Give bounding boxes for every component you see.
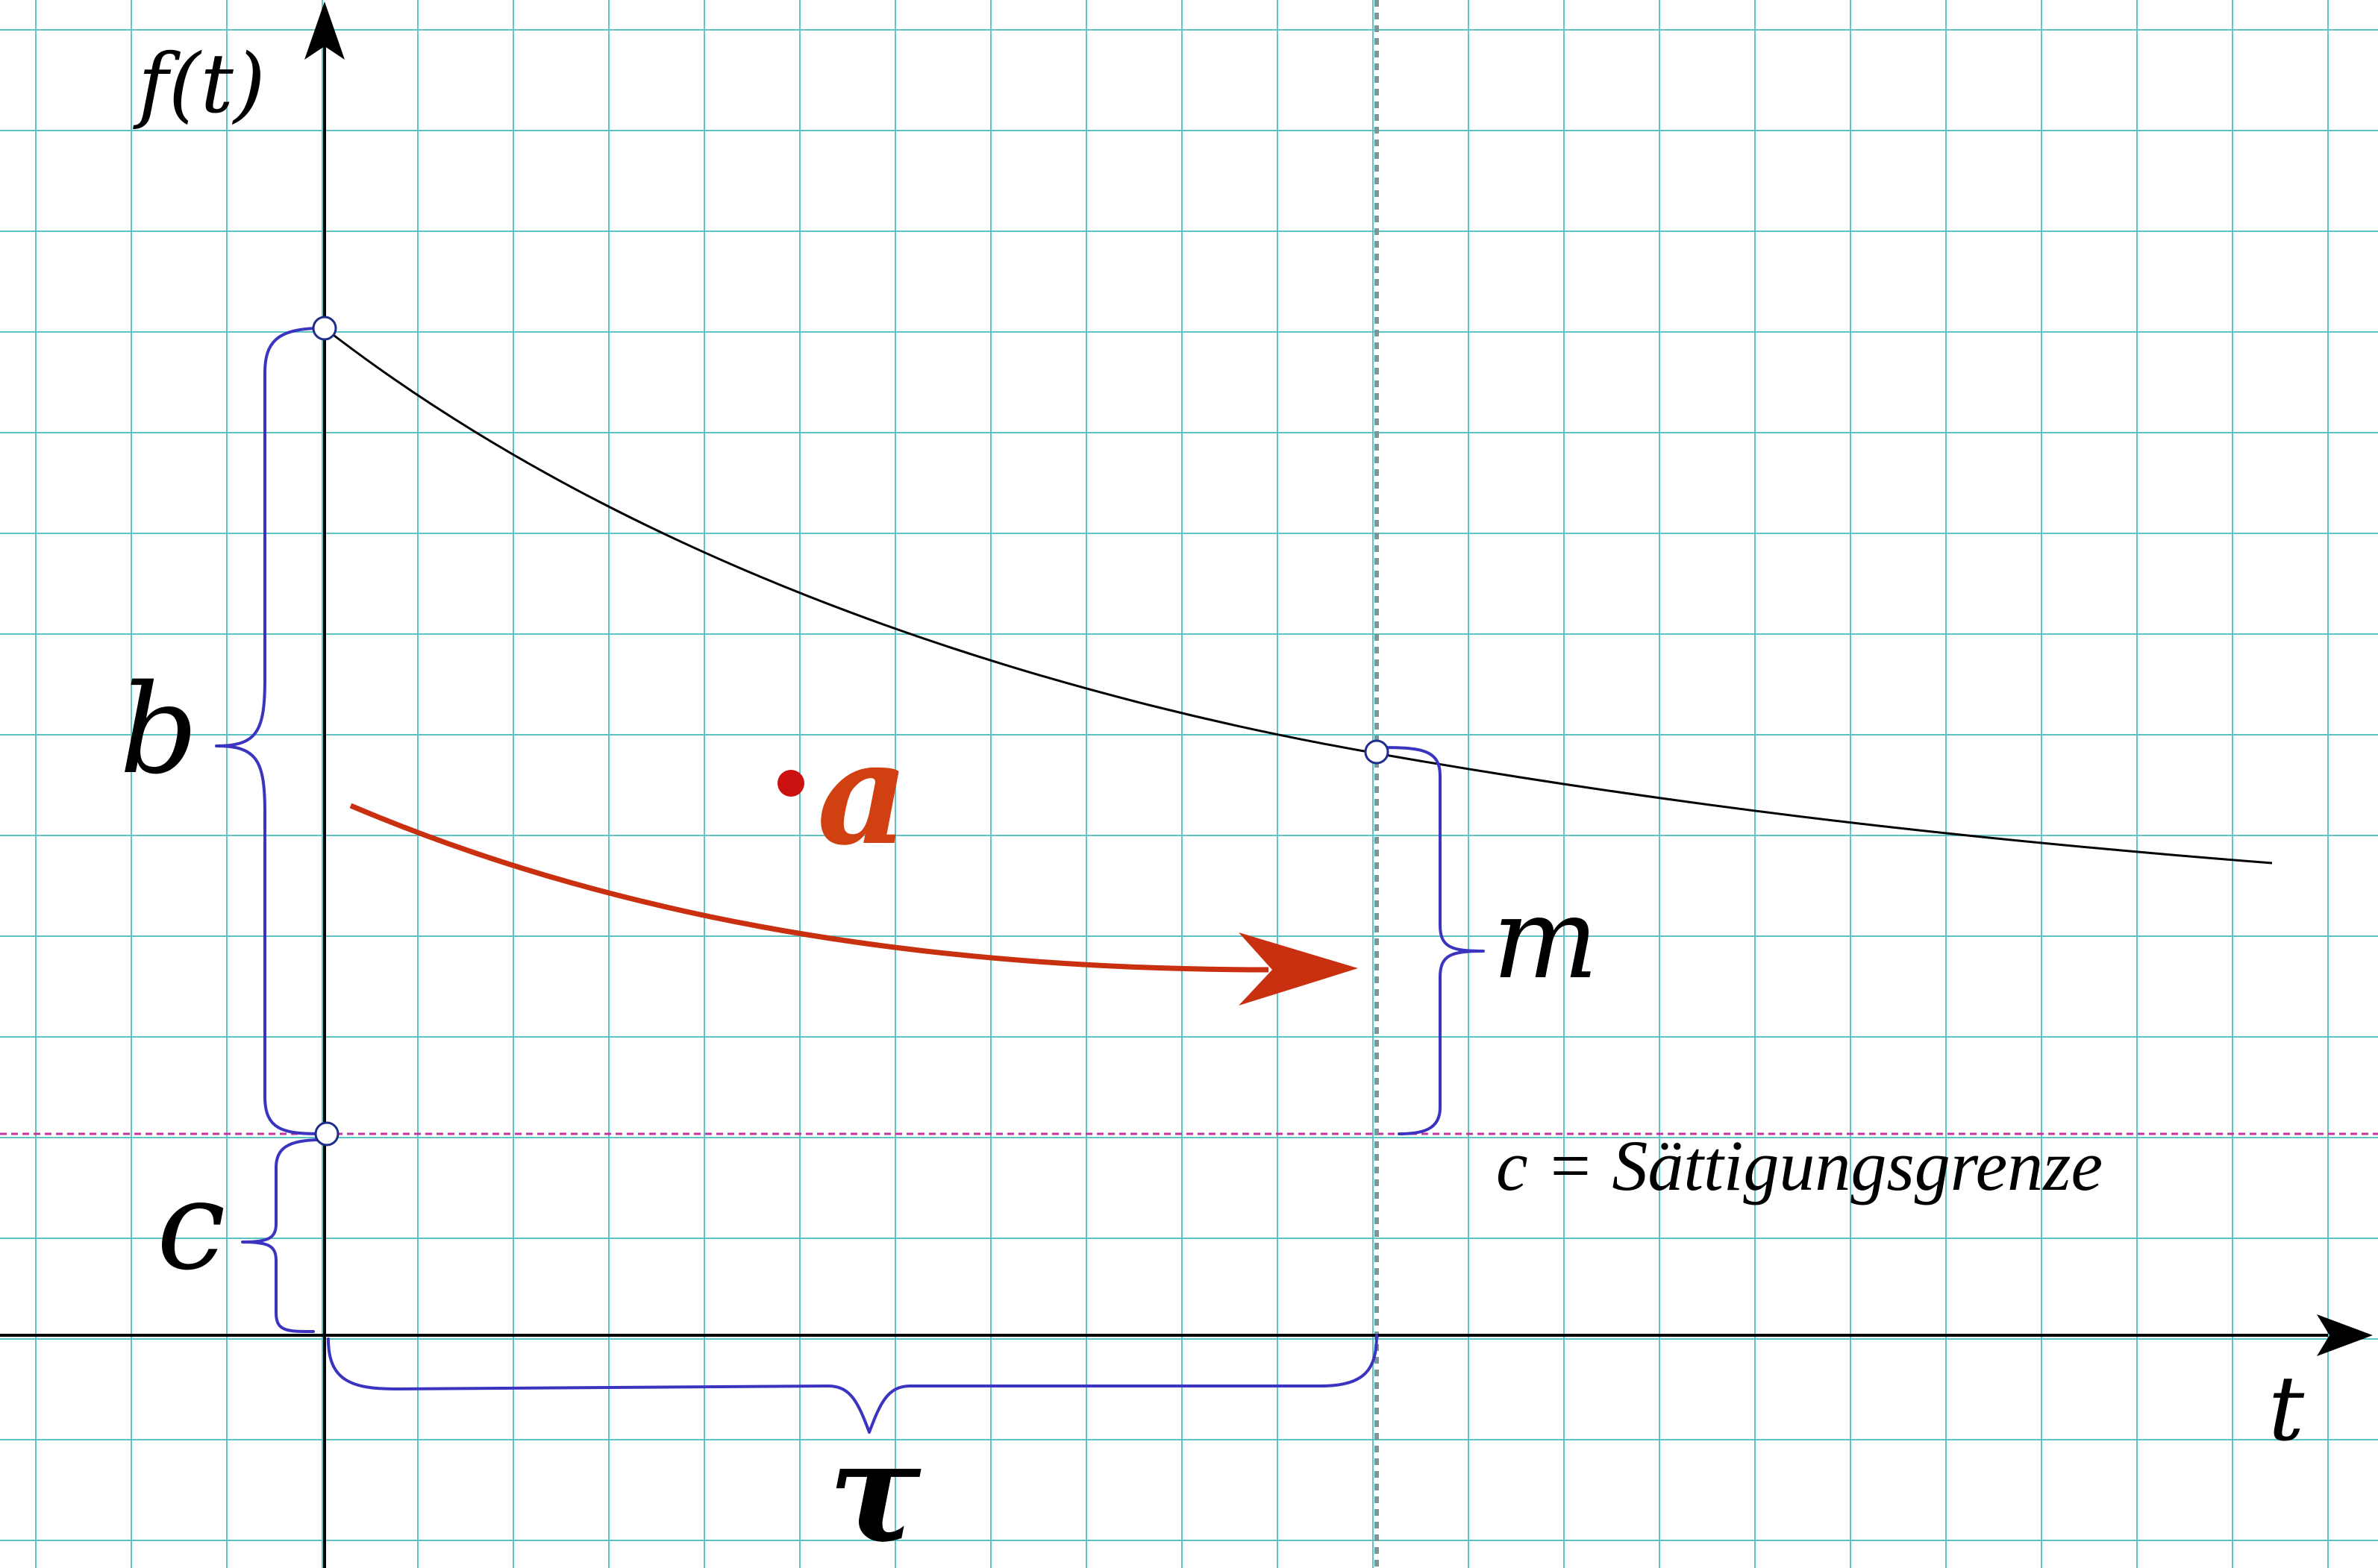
x-axis-arrow-icon bbox=[2317, 1314, 2373, 1356]
label-a: a bbox=[817, 710, 909, 876]
label-c: c bbox=[157, 1154, 225, 1297]
growth-arrow bbox=[349, 803, 1269, 973]
label-tau: τ bbox=[828, 1411, 922, 1568]
growth-arrow-head-icon bbox=[1239, 932, 1358, 1006]
decay-curve bbox=[324, 327, 2273, 865]
y-axis-arrow-icon bbox=[304, 1, 345, 60]
brace-m bbox=[1379, 746, 1485, 1135]
x-axis-label: t bbox=[2268, 1358, 2305, 1461]
marker-tau bbox=[1364, 739, 1389, 765]
marker-b bbox=[312, 316, 337, 341]
brace-tau bbox=[327, 1334, 1378, 1434]
brace-b bbox=[215, 327, 322, 1135]
label-b: b bbox=[119, 658, 198, 801]
label-m: m bbox=[1492, 874, 1598, 1004]
brace-c bbox=[241, 1138, 322, 1333]
marker-c bbox=[314, 1121, 340, 1147]
saturation-label: c = Sättigungsgrenze bbox=[1496, 1126, 2103, 1205]
y-axis-label: f(t) bbox=[133, 36, 266, 131]
point-a-dot bbox=[777, 770, 804, 797]
